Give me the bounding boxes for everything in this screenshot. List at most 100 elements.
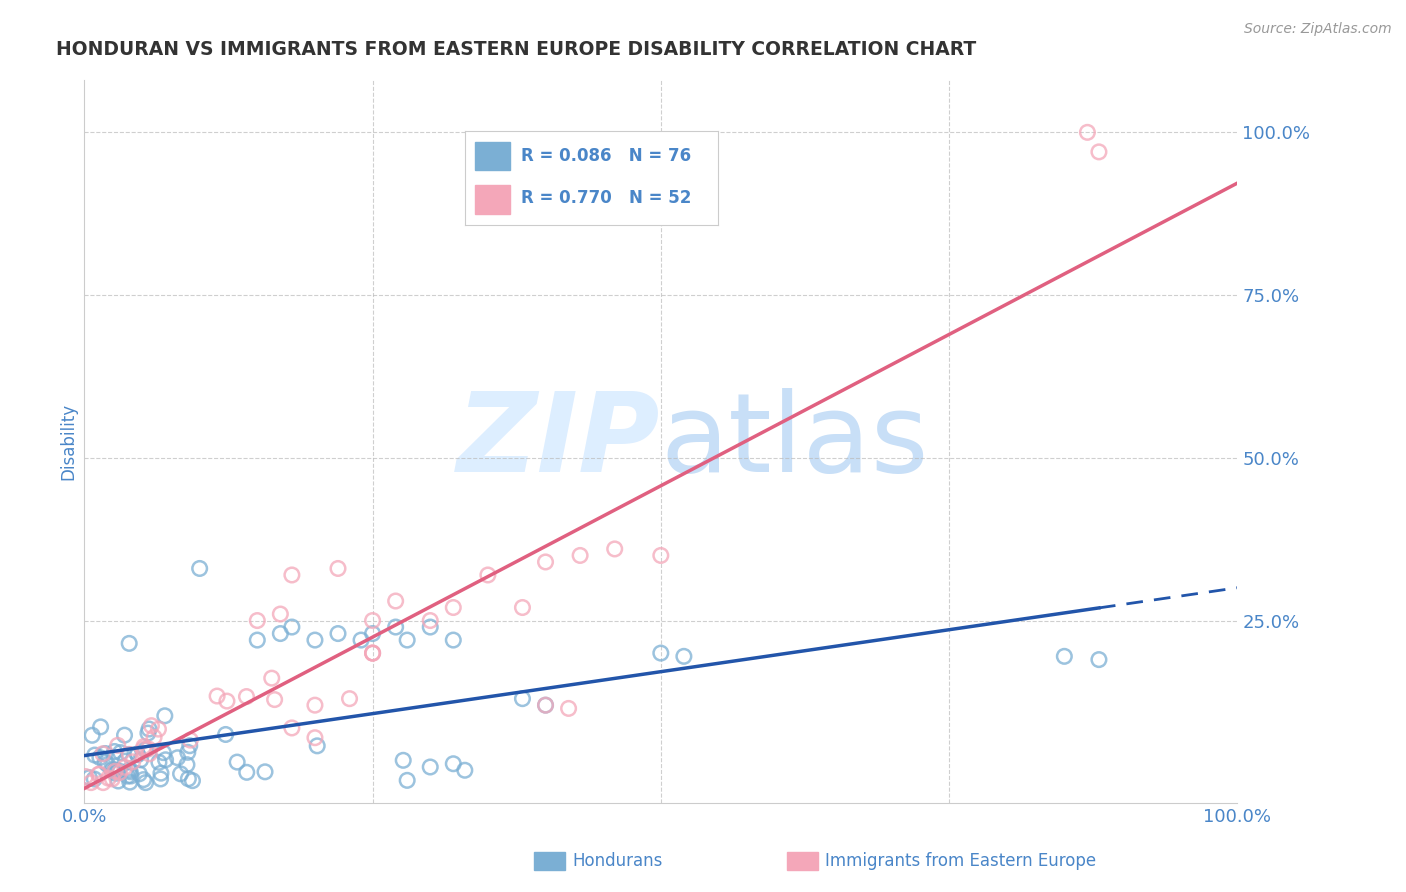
Text: R = 0.086   N = 76: R = 0.086 N = 76	[520, 147, 690, 165]
Point	[557, 701, 579, 715]
Point	[181, 773, 204, 788]
Point	[121, 755, 143, 769]
Point	[79, 771, 101, 785]
Point	[650, 646, 672, 660]
Point	[672, 649, 695, 664]
Point	[304, 633, 326, 648]
Point	[1088, 145, 1111, 159]
Point	[127, 747, 149, 761]
Text: Source: ZipAtlas.com: Source: ZipAtlas.com	[1244, 22, 1392, 37]
Point	[215, 694, 238, 708]
Point	[534, 698, 557, 713]
Point	[153, 708, 176, 723]
Point	[101, 772, 124, 786]
Point	[138, 722, 160, 736]
Point	[326, 561, 349, 575]
Point	[179, 739, 201, 753]
Point	[120, 769, 142, 783]
Point	[177, 772, 200, 786]
Point	[118, 747, 141, 762]
Point	[104, 763, 127, 777]
Point	[304, 731, 326, 745]
Point	[148, 756, 170, 770]
Text: HONDURAN VS IMMIGRANTS FROM EASTERN EUROPE DISABILITY CORRELATION CHART: HONDURAN VS IMMIGRANTS FROM EASTERN EURO…	[56, 40, 977, 59]
Point	[392, 753, 415, 767]
Point	[148, 722, 170, 736]
Point	[419, 614, 441, 628]
Point	[441, 600, 464, 615]
Point	[281, 721, 304, 735]
Point	[188, 561, 211, 575]
Bar	[475, 142, 510, 170]
Text: Hondurans: Hondurans	[572, 852, 662, 870]
Point	[107, 764, 129, 778]
Point	[281, 620, 304, 634]
Point	[118, 636, 141, 650]
Point	[361, 646, 384, 660]
Point	[419, 760, 441, 774]
Point	[141, 719, 163, 733]
Point	[83, 747, 105, 762]
Point	[339, 691, 361, 706]
Text: atlas: atlas	[661, 388, 929, 495]
Point	[235, 690, 257, 704]
Point	[89, 750, 111, 764]
Point	[87, 767, 110, 781]
Point	[650, 549, 672, 563]
Point	[127, 747, 149, 762]
Point	[155, 753, 177, 767]
Point	[226, 755, 249, 769]
Point	[91, 747, 114, 761]
Point	[269, 607, 291, 621]
Point	[132, 742, 155, 756]
Point	[236, 765, 259, 780]
Point	[132, 739, 155, 754]
Point	[118, 775, 141, 789]
Point	[214, 727, 236, 741]
Point	[104, 766, 127, 780]
Point	[97, 757, 120, 772]
Point	[136, 726, 159, 740]
Point	[396, 773, 419, 788]
Point	[384, 594, 406, 608]
Point	[246, 614, 269, 628]
Point	[120, 764, 142, 779]
Point	[91, 775, 114, 789]
Point	[83, 772, 105, 786]
Point	[149, 772, 172, 786]
Point	[149, 766, 172, 780]
Point	[269, 626, 291, 640]
Point	[138, 747, 160, 761]
Point	[569, 549, 592, 563]
Point	[128, 766, 150, 780]
Point	[361, 646, 384, 660]
Point	[1076, 125, 1098, 139]
Point	[263, 692, 285, 706]
Point	[361, 614, 384, 628]
Bar	[475, 186, 510, 213]
Point	[90, 720, 112, 734]
Point	[117, 769, 139, 783]
Point	[152, 746, 174, 760]
Point	[419, 620, 441, 634]
Point	[100, 762, 122, 776]
Point	[107, 774, 129, 789]
Point	[179, 733, 201, 747]
Point	[304, 698, 326, 713]
Point	[166, 750, 188, 764]
Point	[1053, 649, 1076, 664]
Point	[253, 764, 276, 779]
Point	[176, 757, 198, 772]
Point	[89, 767, 111, 781]
Point	[104, 764, 127, 779]
Point	[110, 746, 132, 760]
Point	[361, 646, 384, 660]
Point	[441, 633, 464, 648]
Point	[246, 633, 269, 648]
Point	[534, 698, 557, 713]
Point	[281, 568, 304, 582]
Point	[396, 633, 419, 648]
Point	[143, 731, 166, 745]
Point	[477, 568, 499, 582]
Point	[307, 739, 329, 753]
